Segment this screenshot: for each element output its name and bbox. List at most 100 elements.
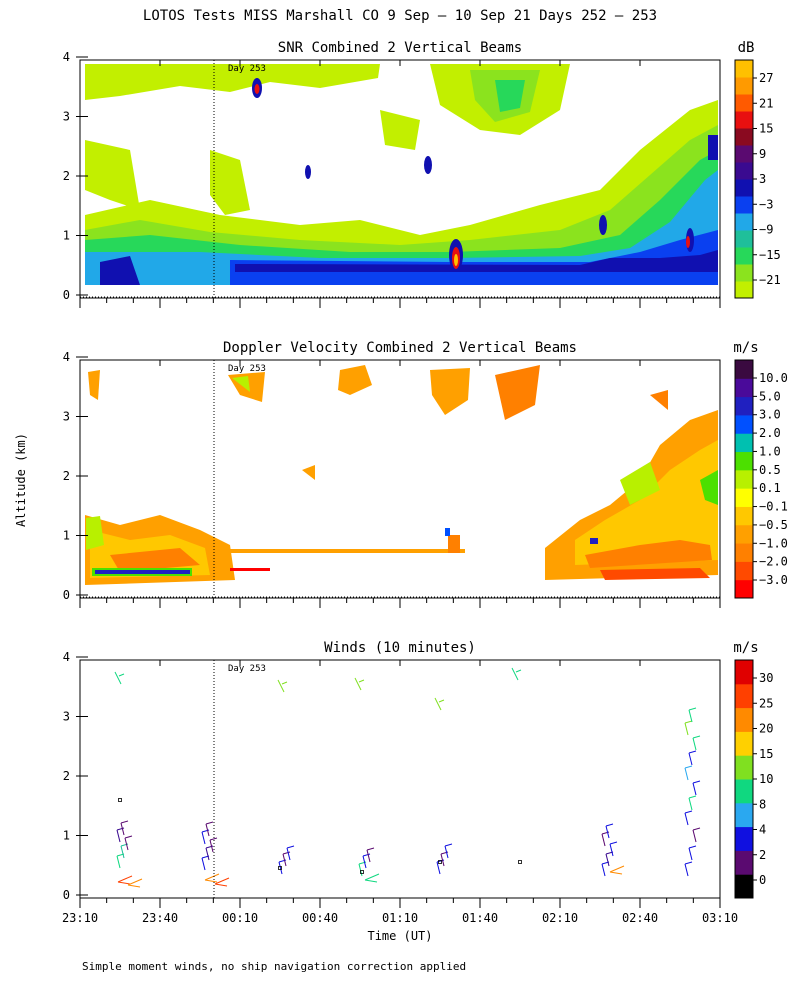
velocity-echo bbox=[88, 370, 100, 400]
wind-barb-staff bbox=[354, 677, 362, 691]
velocity-colorbar-swatch bbox=[735, 488, 753, 507]
wind-barb-staff bbox=[116, 829, 121, 843]
wind-barb-staff bbox=[688, 709, 693, 723]
snr-x-ticks bbox=[79, 60, 721, 308]
velocity-colorbar-swatch bbox=[735, 524, 753, 544]
wind-barb-flag bbox=[688, 707, 697, 711]
snr-lower-echo bbox=[85, 150, 718, 285]
wind-barb-staff bbox=[124, 837, 129, 851]
wind-calm-marker bbox=[360, 870, 364, 874]
wind-barb-staff bbox=[601, 863, 606, 877]
wind-barb-flag bbox=[444, 843, 453, 847]
wind-barb-staff bbox=[444, 845, 449, 859]
velocity-y-tick-label: 0 bbox=[63, 588, 70, 602]
y-axis-label: Altitude (km) bbox=[14, 433, 28, 527]
velocity-field bbox=[80, 360, 720, 598]
wind-barb-staff bbox=[204, 873, 220, 881]
winds-x-tick-label: 23:40 bbox=[142, 911, 178, 925]
snr-colorbar-label: 3 bbox=[759, 172, 766, 186]
wind-barb-flag bbox=[124, 835, 133, 839]
wind-barb-staff bbox=[127, 878, 143, 886]
winds-colorbar-label: 15 bbox=[759, 747, 773, 761]
snr-colorbar-swatch bbox=[735, 247, 753, 265]
wind-barb-flag bbox=[692, 780, 701, 784]
snr-colorbar-label: 27 bbox=[759, 71, 773, 85]
velocity-echo bbox=[86, 516, 104, 550]
wind-barb-flag bbox=[286, 845, 295, 849]
snr-colorbar-label: −3 bbox=[759, 197, 773, 211]
velocity-echo bbox=[585, 540, 712, 568]
wind-barb-staff bbox=[201, 857, 206, 871]
snr-upper-echo bbox=[495, 80, 525, 112]
wind-barb-staff bbox=[204, 879, 218, 883]
winds-colorbar-label: 4 bbox=[759, 823, 766, 837]
winds-colorbar-label: 8 bbox=[759, 797, 766, 811]
wind-barb-flag bbox=[688, 795, 697, 799]
snr-y-tick-label: 0 bbox=[63, 288, 70, 302]
velocity-y-tick-label: 4 bbox=[63, 350, 70, 364]
winds-colorbar-label: 25 bbox=[759, 696, 773, 710]
wind-barb-staff bbox=[511, 667, 519, 681]
velocity-echo bbox=[232, 376, 250, 392]
wind-calm-marker bbox=[278, 866, 282, 870]
winds-x-tick-label: 00:10 bbox=[222, 911, 258, 925]
snr-colorbar-swatch bbox=[735, 77, 753, 95]
velocity-y-tick-label: 2 bbox=[63, 469, 70, 483]
wind-barb-flag bbox=[605, 823, 614, 827]
wind-barb-staff bbox=[440, 853, 445, 867]
wind-barb-flag bbox=[366, 847, 375, 851]
wind-barb-flag bbox=[692, 735, 701, 739]
wind-barb-staff bbox=[601, 833, 606, 847]
snr-lower-echo bbox=[85, 170, 718, 285]
winds-colorbar-swatch bbox=[735, 826, 753, 851]
winds-day-annotation: Day 253 bbox=[228, 664, 266, 674]
wind-barb-flag bbox=[120, 820, 129, 824]
snr-strong-spot bbox=[686, 236, 690, 248]
velocity-colorbar-swatch bbox=[735, 396, 753, 416]
snr-colorbar-swatch bbox=[735, 60, 753, 78]
wind-barb-staff bbox=[201, 831, 206, 845]
snr-colorbar-swatch bbox=[735, 264, 753, 282]
winds-colorbar-label: 2 bbox=[759, 848, 766, 862]
winds-x-tick-label: 00:40 bbox=[302, 911, 338, 925]
wind-barb-staff bbox=[609, 843, 614, 857]
wind-barb-staff bbox=[214, 877, 230, 885]
velocity-colorbar-label: 5.0 bbox=[759, 389, 781, 403]
winds-x-tick-label: 03:10 bbox=[702, 911, 738, 925]
velocity-colorbar-label: −3.0 bbox=[759, 573, 788, 587]
velocity-colorbar-swatch bbox=[735, 378, 753, 398]
snr-colorbar-label: −15 bbox=[759, 248, 781, 262]
wind-barb-staff bbox=[205, 847, 210, 861]
wind-barbs bbox=[114, 667, 701, 888]
snr-colorbar-swatch bbox=[735, 213, 753, 231]
snr-colorbar-label: 15 bbox=[759, 122, 773, 136]
snr-upper-echo bbox=[85, 140, 140, 210]
wind-barb-flag bbox=[281, 681, 288, 685]
velocity-day-annotation: Day 253 bbox=[228, 364, 266, 374]
velocity-echo bbox=[430, 368, 470, 415]
winds-x-tick-label: 23:10 bbox=[62, 911, 98, 925]
snr-colorbar-swatch bbox=[735, 128, 753, 146]
snr-colorbar-unit: dB bbox=[738, 40, 755, 56]
velocity-colorbar-label: −0.5 bbox=[759, 518, 788, 532]
wind-barb-flag bbox=[438, 699, 445, 703]
figure-title: LOTOS Tests MISS Marshall CO 9 Sep – 10 … bbox=[143, 8, 657, 24]
wind-barb-staff bbox=[117, 881, 131, 885]
velocity-echo bbox=[338, 365, 372, 395]
snr-colorbar-swatch bbox=[735, 145, 753, 163]
velocity-colorbar-label: 10.0 bbox=[759, 371, 788, 385]
velocity-colorbar-label: 1.0 bbox=[759, 444, 781, 458]
velocity-echo bbox=[445, 528, 450, 536]
snr-lower-echo bbox=[250, 276, 600, 285]
winds-y-ticks: 0 1 2 3 4 bbox=[63, 650, 88, 902]
snr-colorbar-swatch bbox=[735, 196, 753, 214]
wind-barb-staff bbox=[684, 863, 689, 877]
velocity-echo bbox=[95, 570, 190, 574]
winds-x-ticks: 23:10 23:40 00:10 00:40 01:10 01:40 02:10 02:40… bbox=[62, 660, 738, 925]
wind-barb-staff bbox=[366, 849, 371, 863]
wind-barb-staff bbox=[692, 829, 697, 843]
snr-strong-spot bbox=[708, 135, 718, 160]
velocity-y-ticks: 0 1 2 3 4 bbox=[63, 350, 88, 602]
velocity-colorbar-swatch bbox=[735, 414, 753, 434]
wind-barb-staff bbox=[609, 865, 625, 873]
